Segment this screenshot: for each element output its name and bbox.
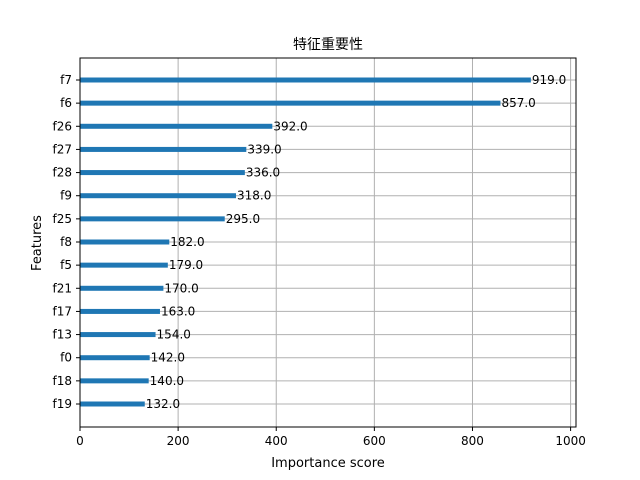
data-label-f26: 392.0 xyxy=(273,119,307,133)
bar-f26 xyxy=(80,123,273,129)
x-tick-label: 1000 xyxy=(555,434,586,448)
bar-f27 xyxy=(80,146,247,152)
data-label-f7: 919.0 xyxy=(532,73,566,87)
bars xyxy=(80,77,531,407)
y-axis-title: Features xyxy=(30,215,45,271)
data-label-f9: 318.0 xyxy=(237,189,271,203)
bar-f6 xyxy=(80,100,501,106)
x-tick-label: 400 xyxy=(265,434,288,448)
y-tick-label-f8: f8 xyxy=(60,235,72,249)
data-label-f8: 182.0 xyxy=(170,235,204,249)
bar-f19 xyxy=(80,401,145,407)
data-label-f21: 170.0 xyxy=(164,281,198,295)
data-label-f6: 857.0 xyxy=(501,96,535,110)
y-tick-label-f13: f13 xyxy=(53,328,73,342)
data-label-f28: 336.0 xyxy=(246,166,280,180)
x-tick-label: 800 xyxy=(461,434,484,448)
y-tick-label-f6: f6 xyxy=(60,96,72,110)
y-tick-label-f9: f9 xyxy=(60,189,72,203)
bar-f13 xyxy=(80,332,156,338)
y-tick-label-f7: f7 xyxy=(60,73,72,87)
data-label-f19: 132.0 xyxy=(146,397,180,411)
chart-title: 特征重要性 xyxy=(293,37,363,53)
bar-f7 xyxy=(80,77,531,83)
data-label-f5: 179.0 xyxy=(169,258,203,272)
bar-f21 xyxy=(80,285,164,291)
y-tick-label-f21: f21 xyxy=(53,281,73,295)
data-label-f25: 295.0 xyxy=(226,212,260,226)
data-label-f13: 154.0 xyxy=(157,328,191,342)
y-tick-label-f27: f27 xyxy=(53,142,73,156)
data-label-f27: 339.0 xyxy=(247,142,281,156)
bar-f8 xyxy=(80,239,170,245)
x-tick-label: 200 xyxy=(167,434,190,448)
bar-f17 xyxy=(80,308,160,314)
y-tick-label-f17: f17 xyxy=(53,304,73,318)
data-label-f0: 142.0 xyxy=(151,351,185,365)
y-tick-label-f26: f26 xyxy=(53,119,73,133)
y-tick-label-f25: f25 xyxy=(53,212,73,226)
y-tick-label-f18: f18 xyxy=(53,374,73,388)
y-tick-label-f28: f28 xyxy=(53,166,73,180)
data-label-f18: 140.0 xyxy=(150,374,184,388)
data-labels: 919.0 857.0 392.0 339.0 336.0 318.0 295.0 182.0… xyxy=(146,73,566,411)
y-tick-label-f5: f5 xyxy=(60,258,72,272)
bar-f5 xyxy=(80,262,168,268)
bar-f25 xyxy=(80,216,225,222)
x-axis: 0 200 400 600 800 1000 xyxy=(76,427,586,448)
y-tick-label-f0: f0 xyxy=(60,351,72,365)
bar-f0 xyxy=(80,355,150,361)
y-tick-label-f19: f19 xyxy=(53,397,73,411)
bar-f9 xyxy=(80,193,237,199)
x-tick-label: 600 xyxy=(363,434,386,448)
x-axis-title: Importance score xyxy=(271,456,385,471)
data-label-f17: 163.0 xyxy=(161,304,195,318)
y-axis: f7 f6 f26 f27 f28 f9 f25 f8 f5 f21 f17 f13 f0 f18 f19 xyxy=(53,73,80,411)
bar-f18 xyxy=(80,378,149,384)
bar-f28 xyxy=(80,170,245,176)
x-tick-label: 0 xyxy=(76,434,84,448)
